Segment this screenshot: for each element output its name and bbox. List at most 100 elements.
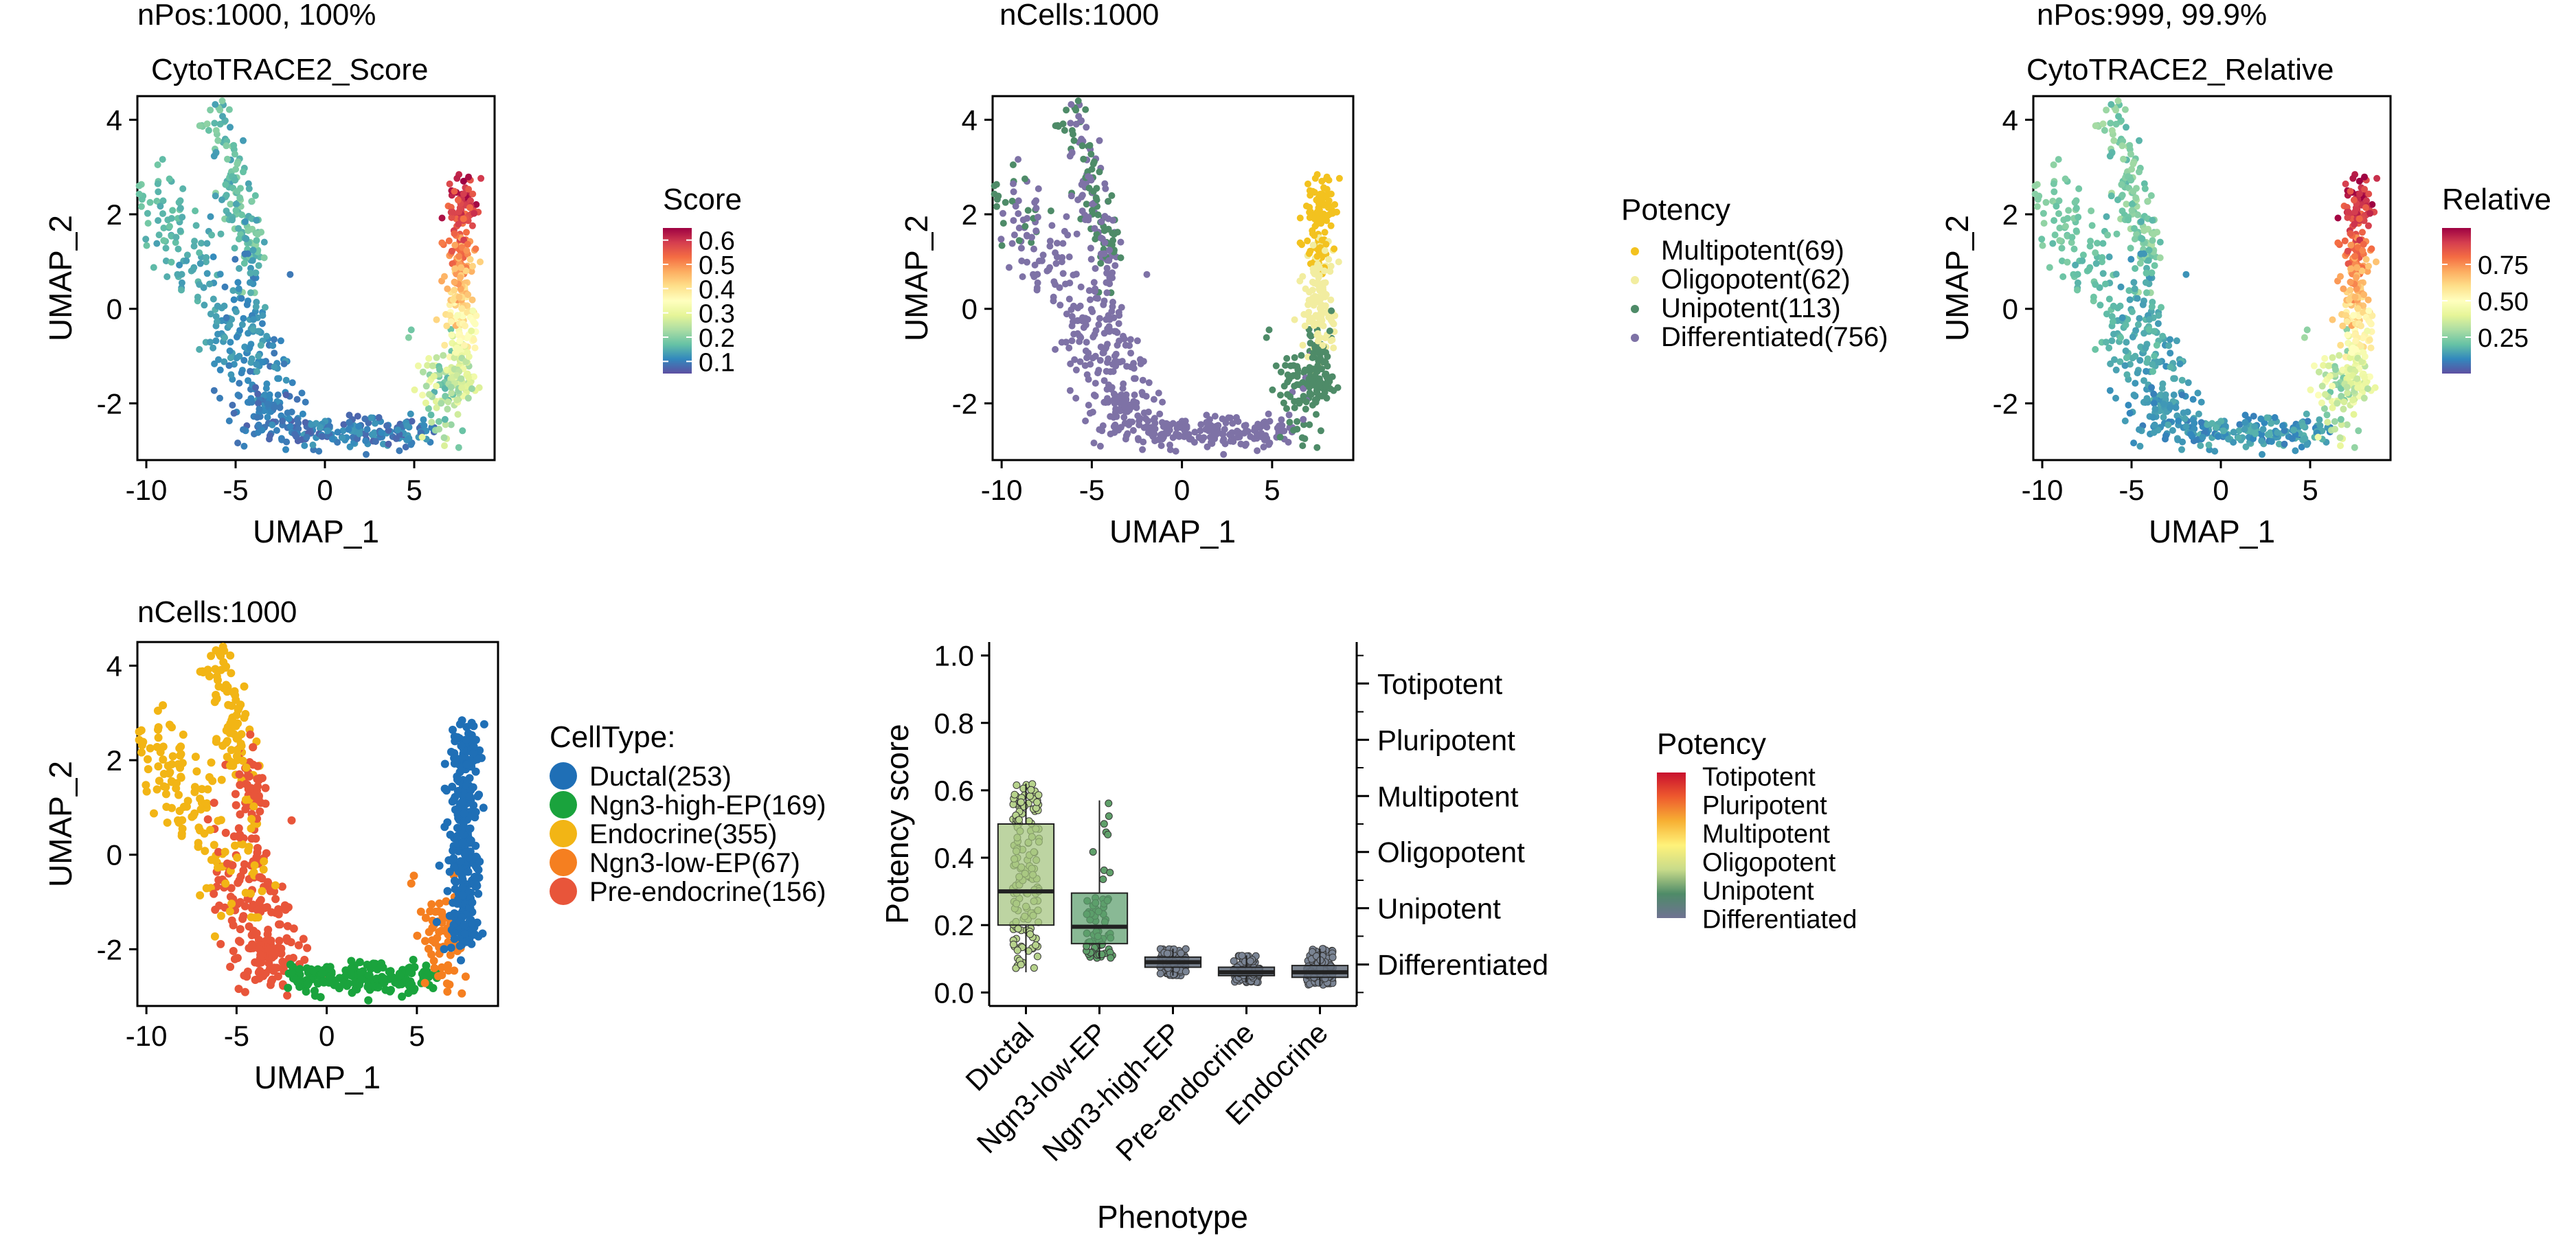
cell-point xyxy=(227,124,234,131)
cell-point xyxy=(442,421,449,428)
cell-point xyxy=(468,296,476,304)
cell-point xyxy=(2361,353,2369,360)
cell-point xyxy=(2195,410,2202,417)
cell-point xyxy=(2321,355,2329,362)
cell-point xyxy=(144,209,151,217)
cell-point xyxy=(2126,141,2134,149)
cell-point xyxy=(2159,332,2167,340)
cell-point xyxy=(153,240,161,247)
cell-point xyxy=(2121,362,2129,369)
cell-point xyxy=(216,939,225,948)
cell-point xyxy=(223,142,230,150)
cell-point xyxy=(1325,197,1333,205)
cell-point xyxy=(383,422,391,429)
y-tick-label: 0.2 xyxy=(934,909,974,941)
cell-point xyxy=(357,968,365,976)
cell-point xyxy=(1323,185,1331,193)
cell-point xyxy=(1010,180,1017,187)
cell-point xyxy=(2042,198,2050,206)
cell-point xyxy=(240,971,249,980)
cell-point xyxy=(449,208,456,216)
colorbar-label: 0.6 xyxy=(699,227,735,256)
cell-point xyxy=(143,242,150,249)
cell-point xyxy=(146,744,155,753)
cell-point xyxy=(461,850,469,859)
cell-point xyxy=(2354,384,2362,391)
cell-point xyxy=(247,889,255,898)
cell-point xyxy=(438,400,445,407)
cell-point xyxy=(1100,227,1108,234)
cell-point xyxy=(2160,413,2167,421)
cell-point xyxy=(227,354,234,362)
cell-point xyxy=(2329,354,2336,361)
cell-point xyxy=(458,384,466,391)
cell-point xyxy=(231,696,240,705)
cell-point xyxy=(2307,386,2314,393)
cell-point xyxy=(249,257,256,264)
cell-point xyxy=(236,830,245,839)
cell-point xyxy=(435,928,444,937)
cell-point xyxy=(1066,152,1074,160)
cell-point xyxy=(281,905,290,914)
cell-point xyxy=(210,253,217,261)
cell-point xyxy=(317,969,326,978)
cell-point xyxy=(260,254,268,262)
cell-point xyxy=(1241,422,1248,429)
cell-point xyxy=(2143,395,2151,402)
cell-point xyxy=(207,652,216,661)
cell-point xyxy=(2130,279,2138,286)
cell-point xyxy=(1331,245,1338,253)
panel-relative-xlabel: UMAP_1 xyxy=(2149,514,2275,549)
cell-point xyxy=(458,891,467,900)
cell-point xyxy=(1109,303,1116,310)
cell-point xyxy=(1015,156,1022,163)
cell-point xyxy=(2351,220,2358,228)
cell-point xyxy=(1318,177,1326,185)
cell-point xyxy=(1097,250,1105,258)
cell-point xyxy=(455,220,462,228)
cell-point xyxy=(2337,415,2345,423)
cell-point xyxy=(1322,240,1330,248)
cell-point xyxy=(196,667,205,676)
cell-point xyxy=(238,211,245,218)
cell-point xyxy=(231,150,238,158)
cell-point xyxy=(273,426,280,434)
cell-point xyxy=(454,411,462,418)
cell-point xyxy=(407,410,414,417)
cell-point xyxy=(2149,216,2156,224)
cell-point xyxy=(1089,187,1097,195)
cell-point xyxy=(407,980,416,989)
cell-point xyxy=(340,421,348,428)
cell-point xyxy=(2062,222,2069,230)
cell-point xyxy=(2150,400,2158,407)
colorbar-label: 0.5 xyxy=(699,251,735,280)
cell-point xyxy=(250,316,257,323)
cell-point xyxy=(1329,209,1336,217)
x-tick-label: -5 xyxy=(223,474,248,506)
cell-point xyxy=(2224,435,2232,443)
cell-point xyxy=(2197,442,2204,449)
cell-point xyxy=(207,213,214,220)
cell-point xyxy=(1100,301,1107,308)
cell-point xyxy=(2167,336,2173,343)
cell-point xyxy=(1158,419,1166,426)
cell-point xyxy=(1252,426,1259,434)
cell-point xyxy=(2040,220,2048,227)
cell-point xyxy=(203,270,211,277)
cell-point xyxy=(1191,428,1199,436)
cell-point xyxy=(156,748,165,757)
cell-point xyxy=(247,367,254,375)
cell-point xyxy=(1294,366,1302,374)
cell-point xyxy=(177,205,184,212)
jitter-point xyxy=(1238,952,1246,960)
cell-point xyxy=(236,810,245,819)
cell-point xyxy=(1316,384,1324,391)
cell-point xyxy=(419,391,426,399)
cell-point xyxy=(1104,395,1111,402)
cell-point xyxy=(467,919,476,928)
cell-point xyxy=(1326,328,1333,334)
cell-point xyxy=(227,339,234,346)
cell-point xyxy=(442,393,449,400)
cell-point xyxy=(1098,218,1105,225)
cell-point xyxy=(316,993,325,1002)
